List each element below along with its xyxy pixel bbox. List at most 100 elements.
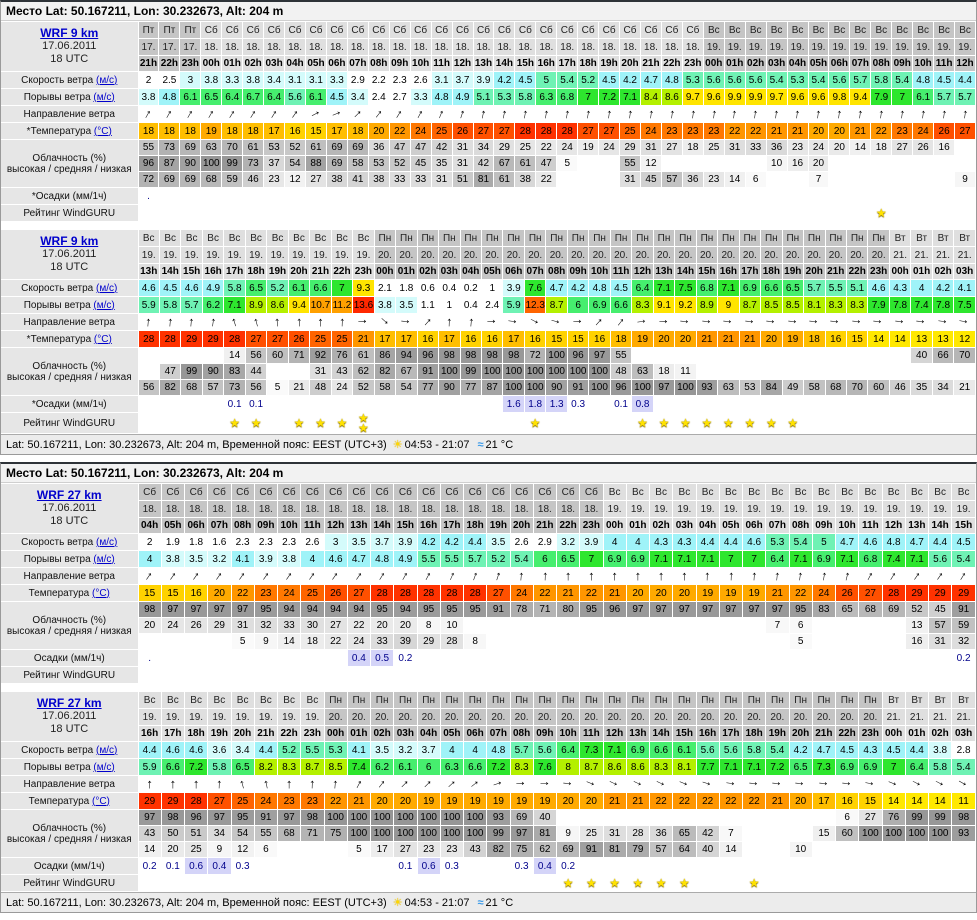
precipitation-cell — [828, 187, 851, 205]
hour-cell: 15h — [951, 517, 976, 534]
forecast-panel-top: Место Lat: 50.167211, Lon: 30.232673, Al… — [0, 0, 977, 455]
row-label-precipitation: *Осадки (мм/1ч) — [1, 395, 139, 413]
wind-speed-unit-link[interactable]: (м/с) — [96, 282, 118, 294]
temperature-cell: 24 — [510, 584, 534, 602]
row-label-rating: Рейтинг WindGURU — [1, 666, 139, 684]
cloud-low-cell — [486, 633, 511, 650]
cloud-mid-cell: 5 — [556, 155, 579, 172]
precipitation-cell — [300, 857, 325, 875]
model-link[interactable]: WRF 9 km — [40, 26, 99, 41]
wind-direction-arrow: ↑ — [261, 775, 271, 792]
cloud-low-cell: 23 — [263, 171, 286, 188]
hour-cell: 01h — [910, 263, 933, 280]
hour-cell: 18h — [462, 517, 488, 534]
cloud-mid-cell — [889, 363, 912, 380]
cloud-mid-cell: 32 — [254, 617, 279, 634]
wind-direction-arrow: ↑ — [208, 313, 218, 330]
wind-direction-cell: ↑ — [954, 105, 976, 123]
cloud-high-cell — [954, 139, 976, 156]
wind-direction-arrow: ↑ — [885, 777, 902, 790]
cloud-low-cell — [138, 633, 162, 650]
cloud-high-cell: 52 — [905, 601, 930, 618]
wind-gust-cell: 5.7 — [933, 88, 956, 106]
wind-direction-cell: ↑ — [603, 567, 627, 585]
model-link[interactable]: WRF 9 km — [40, 234, 99, 249]
rating-cell — [263, 204, 286, 222]
wind-speed-cell: 2.2 — [368, 71, 390, 89]
day-cell: Вс — [244, 229, 268, 247]
wind-gust-cell: 7.9 — [867, 296, 890, 314]
hour-cell: 07h — [346, 55, 369, 72]
precipitation-cell — [787, 187, 809, 205]
hour-cell: 02h — [927, 725, 953, 742]
precipitation-cell — [438, 395, 461, 413]
hour-cell: 12h — [631, 263, 654, 280]
date-cell: 19. — [625, 500, 651, 518]
wind-direction-cell: ↑ — [486, 775, 511, 793]
cloud-high-cell: 91 — [486, 601, 511, 618]
cloud-low-cell: 69 — [556, 841, 581, 858]
rating-cell — [393, 666, 418, 684]
cloud-high-cell: 97 — [626, 601, 651, 618]
rating-cell — [789, 666, 813, 684]
day-cell: Вс — [602, 483, 627, 501]
wind-gusts-unit-link[interactable]: (м/с) — [93, 761, 115, 773]
day-cell: Вс — [786, 21, 809, 39]
day-cell: Вс — [276, 691, 302, 709]
wind-direction-arrow: ↑ — [273, 313, 282, 330]
wind-direction-arrow: ↑ — [435, 105, 448, 122]
cloud-mid-cell — [849, 155, 872, 172]
wind-speed-row: Скорость ветра (м/с) 4.6 4.5 4.6 4.9 5.8 6.5 5.… — [1, 279, 976, 297]
cloud-low-cell — [556, 171, 579, 188]
cloud-low-cell: 68 — [180, 379, 203, 396]
wind-speed-cell: 6.4 — [631, 279, 654, 297]
rating-cell: ★ — [674, 412, 697, 434]
wind-speed-unit-link[interactable]: (м/с) — [96, 744, 118, 756]
hour-cell: 23h — [179, 55, 202, 72]
wind-speed-unit-link[interactable]: (м/с) — [96, 74, 118, 86]
cloud-mid-cell: 20 — [393, 617, 418, 634]
temperature-cell: 24 — [254, 792, 279, 810]
rating-cell — [533, 874, 558, 892]
model-link[interactable]: WRF 27 km — [36, 696, 102, 711]
water-waves-icon: ≈ — [477, 897, 484, 909]
wind-direction-arrow: ↑ — [625, 105, 635, 122]
temperature-cell: 16 — [417, 330, 440, 348]
precipitation-cell: 0.4 — [347, 649, 372, 667]
star-icon: ★ — [293, 416, 305, 430]
wind-speed-cell: 5.3 — [787, 71, 809, 89]
cloud-mid-cell: 75 — [324, 825, 348, 842]
temperature-unit-link[interactable]: (°C) — [91, 795, 110, 807]
wind-gusts-unit-link[interactable]: (м/с) — [93, 553, 115, 565]
temperature-cell: 23 — [891, 122, 914, 140]
wind-direction-arrow: ↑ — [258, 567, 273, 584]
temperature-unit-link[interactable]: (°C) — [93, 333, 112, 345]
wind-direction-cell: ↑ — [905, 775, 930, 793]
cloud-low-cell: 96 — [610, 379, 633, 396]
precipitation-cell — [324, 857, 348, 875]
wind-gust-cell: 6.9 — [588, 296, 611, 314]
date-cell: 19. — [672, 500, 697, 518]
rating-cell — [393, 874, 418, 892]
model-link[interactable]: WRF 27 km — [36, 488, 102, 503]
wind-direction-cell: ↑ — [347, 105, 369, 123]
wind-gusts-unit-link[interactable]: (м/с) — [93, 299, 115, 311]
cloud-mid-cell: 52 — [389, 155, 411, 172]
wind-direction-cell: ↑ — [905, 567, 930, 585]
temperature-cell: 12 — [953, 330, 976, 348]
cloud-high-cell: 70 — [221, 139, 244, 156]
wind-direction-arrow: ↑ — [371, 105, 386, 122]
temperature-unit-link[interactable]: (°C) — [91, 587, 110, 599]
cloud-high-cell: 68 — [858, 601, 883, 618]
temperature-cell: 23 — [661, 122, 683, 140]
wind-direction-arrow: ↑ — [377, 314, 393, 329]
wind-speed-unit-link[interactable]: (м/с) — [96, 536, 118, 548]
row-label-wind-direction: Направление ветра — [1, 775, 139, 793]
wind-gusts-unit-link[interactable]: (м/с) — [93, 91, 115, 103]
hour-cell: 16h — [717, 263, 740, 280]
cloud-mid-cell: 44 — [245, 363, 268, 380]
cloud-high-cell: 73 — [158, 139, 181, 156]
temperature-unit-link[interactable]: (°C) — [93, 125, 112, 137]
cloud-high-cell: 98 — [438, 347, 461, 364]
cloud-high-cell: 55 — [610, 347, 633, 364]
